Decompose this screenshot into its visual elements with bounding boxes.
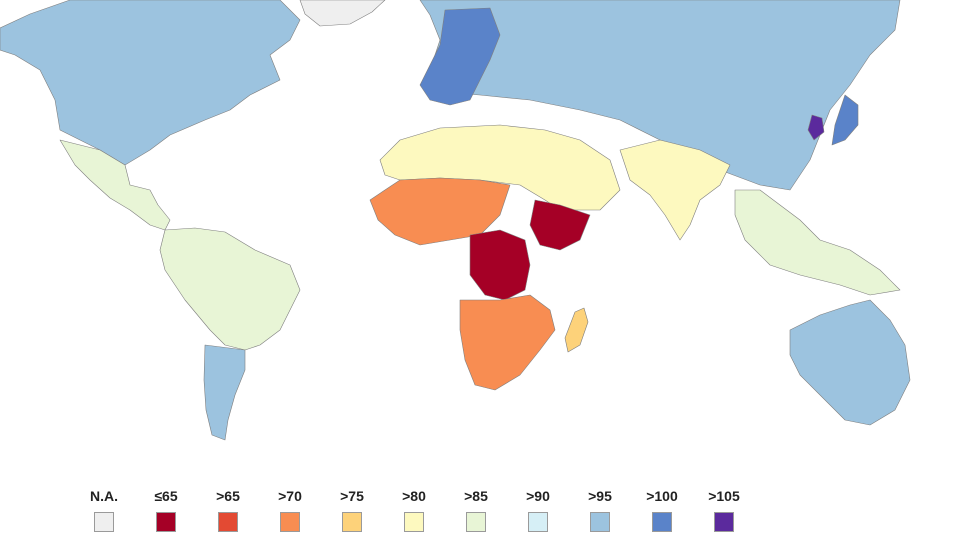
- legend-label: >90: [526, 488, 550, 504]
- legend-swatch: [342, 512, 362, 532]
- region-north-america: [0, 0, 301, 166]
- legend-swatch: [590, 512, 610, 532]
- region-east-africa: [529, 199, 591, 251]
- legend-label: >100: [646, 488, 678, 504]
- legend-item-gt105: >105: [698, 486, 750, 532]
- region-korea: [807, 114, 825, 141]
- region-south-america: [159, 227, 301, 351]
- region-greenland: [299, 0, 386, 27]
- legend-swatch: [280, 512, 300, 532]
- region-western-europe: [419, 7, 501, 106]
- legend-item-gt100: >100: [636, 486, 688, 532]
- legend-swatch: [218, 512, 238, 532]
- region-australia: [789, 299, 911, 426]
- legend-swatch: [528, 512, 548, 532]
- legend-label: >95: [588, 488, 612, 504]
- legend-label: >105: [708, 488, 740, 504]
- region-southeast-asia: [734, 189, 901, 296]
- legend-item-gt70: >70: [264, 486, 316, 532]
- legend-label: ≤65: [154, 488, 178, 504]
- legend-item-gt75: >75: [326, 486, 378, 532]
- legend: N.A. ≤65 >65 >70 >75 >80 >85 >90: [78, 486, 758, 536]
- legend-swatch: [156, 512, 176, 532]
- legend-swatch: [94, 512, 114, 532]
- legend-item-gt95: >95: [574, 486, 626, 532]
- region-south-cone: [203, 344, 246, 441]
- legend-item-na: N.A.: [78, 486, 130, 532]
- legend-item-gt85: >85: [450, 486, 502, 532]
- legend-swatch: [404, 512, 424, 532]
- legend-swatch: [466, 512, 486, 532]
- region-southern-africa: [459, 294, 556, 391]
- region-madagascar: [564, 307, 589, 353]
- legend-label: >80: [402, 488, 426, 504]
- legend-item-gt65: >65: [202, 486, 254, 532]
- legend-label: N.A.: [90, 488, 118, 504]
- region-south-asia: [619, 139, 731, 241]
- legend-swatch: [652, 512, 672, 532]
- region-central-africa: [469, 229, 531, 301]
- legend-item-gt90: >90: [512, 486, 564, 532]
- legend-label: >85: [464, 488, 488, 504]
- legend-label: >70: [278, 488, 302, 504]
- legend-item-gt80: >80: [388, 486, 440, 532]
- region-mexico-central-america: [59, 139, 171, 231]
- legend-label: >75: [340, 488, 364, 504]
- region-west-africa: [369, 177, 511, 246]
- region-japan: [831, 94, 859, 146]
- legend-item-le65: ≤65: [140, 486, 192, 532]
- world-choropleth-map: [0, 0, 911, 441]
- legend-label: >65: [216, 488, 240, 504]
- legend-swatch: [714, 512, 734, 532]
